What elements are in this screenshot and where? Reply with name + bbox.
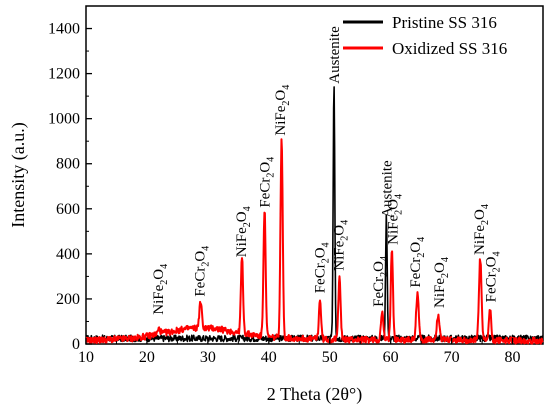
peak-label-sub2: 4 (393, 194, 404, 199)
peak-label-sub: 2 (266, 173, 277, 178)
peak-label: Austenite (379, 160, 395, 218)
peak-label-sub: 2 (379, 272, 390, 277)
peak-label-sub: 2 (159, 280, 170, 285)
peak-label-tail: O (432, 262, 448, 273)
x-axis-title: 2 Theta (2θ°) (267, 384, 362, 405)
peak-label-tail: O (312, 247, 328, 258)
peak-label-base: NiFe (273, 105, 289, 135)
peak-label: FeCr2O4 (371, 256, 390, 307)
peak-label: FeCr2O4 (408, 237, 427, 288)
peak-label-sub: 2 (200, 262, 211, 267)
peak-label-sub: 2 (480, 220, 491, 225)
peak-label-sub2: 4 (266, 157, 277, 162)
x-tick-label: 30 (200, 349, 216, 366)
peak-label-tail: O (151, 269, 167, 280)
peak-label-base: NiFe (472, 225, 488, 255)
legend: Pristine SS 316 Oxidized SS 316 (343, 13, 507, 58)
y-tick-label: 1000 (48, 111, 80, 128)
peak-label-tail: O (273, 90, 289, 101)
peak-label-sub2: 4 (242, 206, 253, 211)
peak-label-tail: O (331, 225, 347, 236)
peak-label-sub: 2 (440, 273, 451, 278)
peak-label-sub: 2 (393, 210, 404, 215)
peak-label-base: NiFe (151, 284, 167, 314)
peak-label-sub2: 4 (339, 220, 350, 225)
x-tick-label: 50 (322, 349, 338, 366)
peak-label: NiFe2O4 (472, 204, 491, 255)
y-tick-label: 1400 (48, 21, 80, 38)
x-tick-label: 60 (383, 349, 399, 366)
peak-label: NiFe2O4 (273, 85, 292, 136)
y-tick-label: 200 (56, 291, 80, 308)
peak-label-base: FeCr (258, 178, 274, 208)
peak-label-base: Austenite (327, 26, 343, 84)
peak-label-sub2: 4 (480, 204, 491, 209)
peak-label-tail: O (234, 211, 250, 222)
peak-label: FeCr2O4 (312, 242, 331, 293)
peak-label-tail: O (258, 162, 274, 173)
peak-label: NiFe2O4 (234, 206, 253, 257)
x-tick-label: 40 (261, 349, 277, 366)
series-layer (85, 86, 544, 345)
peak-label-sub2: 4 (281, 85, 292, 90)
peak-label: NiFe2O4 (151, 264, 170, 315)
peak-label-sub2: 4 (440, 257, 451, 262)
peak-label-base: FeCr (371, 277, 387, 307)
x-tick-label: 70 (444, 349, 460, 366)
y-axis-title: Intensity (a.u.) (8, 122, 29, 227)
peak-label-sub2: 4 (416, 237, 427, 242)
peak-label-base: FeCr (192, 267, 208, 297)
x-tick-label: 20 (139, 349, 155, 366)
peak-label-sub: 2 (339, 236, 350, 241)
peak-label-sub: 2 (281, 101, 292, 106)
y-tick-label: 400 (56, 246, 80, 263)
y-tick-label: 800 (56, 156, 80, 173)
peak-label-base: NiFe (385, 215, 401, 245)
peak-label-base: FeCr (408, 258, 424, 288)
peak-label: FeCr2O4 (258, 157, 277, 208)
peak-label-tail: O (408, 242, 424, 253)
peak-label-sub2: 4 (200, 246, 211, 251)
peak-label-sub: 2 (492, 267, 503, 272)
peak-label-tail: O (484, 256, 500, 267)
axes: 10 20 30 40 50 60 70 80020040060080010001200140… (48, 21, 521, 366)
legend-label: Oxidized SS 316 (392, 39, 507, 58)
y-tick-label: 600 (56, 201, 80, 218)
peak-label: NiFe2O4 (331, 220, 350, 271)
y-tick-label: 0 (72, 336, 80, 353)
peak-label-base: Austenite (379, 160, 395, 218)
peak-label-base: NiFe (331, 240, 347, 270)
peak-label-sub2: 4 (379, 256, 390, 261)
peak-label-tail: O (192, 251, 208, 262)
peak-label: FeCr2O4 (484, 251, 503, 302)
x-tick-label: 80 (505, 349, 521, 366)
peak-label-sub2: 4 (320, 242, 331, 247)
peak-label-base: NiFe (432, 278, 448, 308)
peak-label-tail: O (371, 261, 387, 272)
peak-label: FeCr2O4 (192, 246, 211, 297)
y-tick-label: 1200 (48, 66, 80, 83)
peak-label-sub: 2 (242, 222, 253, 227)
legend-label: Pristine SS 316 (392, 13, 497, 32)
peak-label-tail: O (472, 209, 488, 220)
peak-label-base: NiFe (234, 227, 250, 257)
x-tick-label: 10 (78, 349, 94, 366)
peak-label-sub2: 4 (492, 251, 503, 256)
plot-area (85, 5, 544, 345)
peak-label-sub: 2 (416, 253, 427, 258)
peak-label-base: FeCr (312, 263, 328, 293)
peak-label-tail: O (385, 199, 401, 210)
peak-label: Austenite (327, 26, 343, 84)
series-line-oxidized (85, 138, 544, 345)
peak-label: NiFe2O4 (432, 257, 451, 308)
peak-label: NiFe2O4 (385, 194, 404, 245)
peak-label-base: FeCr (484, 272, 500, 302)
peak-label-sub2: 4 (159, 264, 170, 269)
plot-frame (85, 5, 544, 345)
peak-label-sub: 2 (320, 258, 331, 263)
